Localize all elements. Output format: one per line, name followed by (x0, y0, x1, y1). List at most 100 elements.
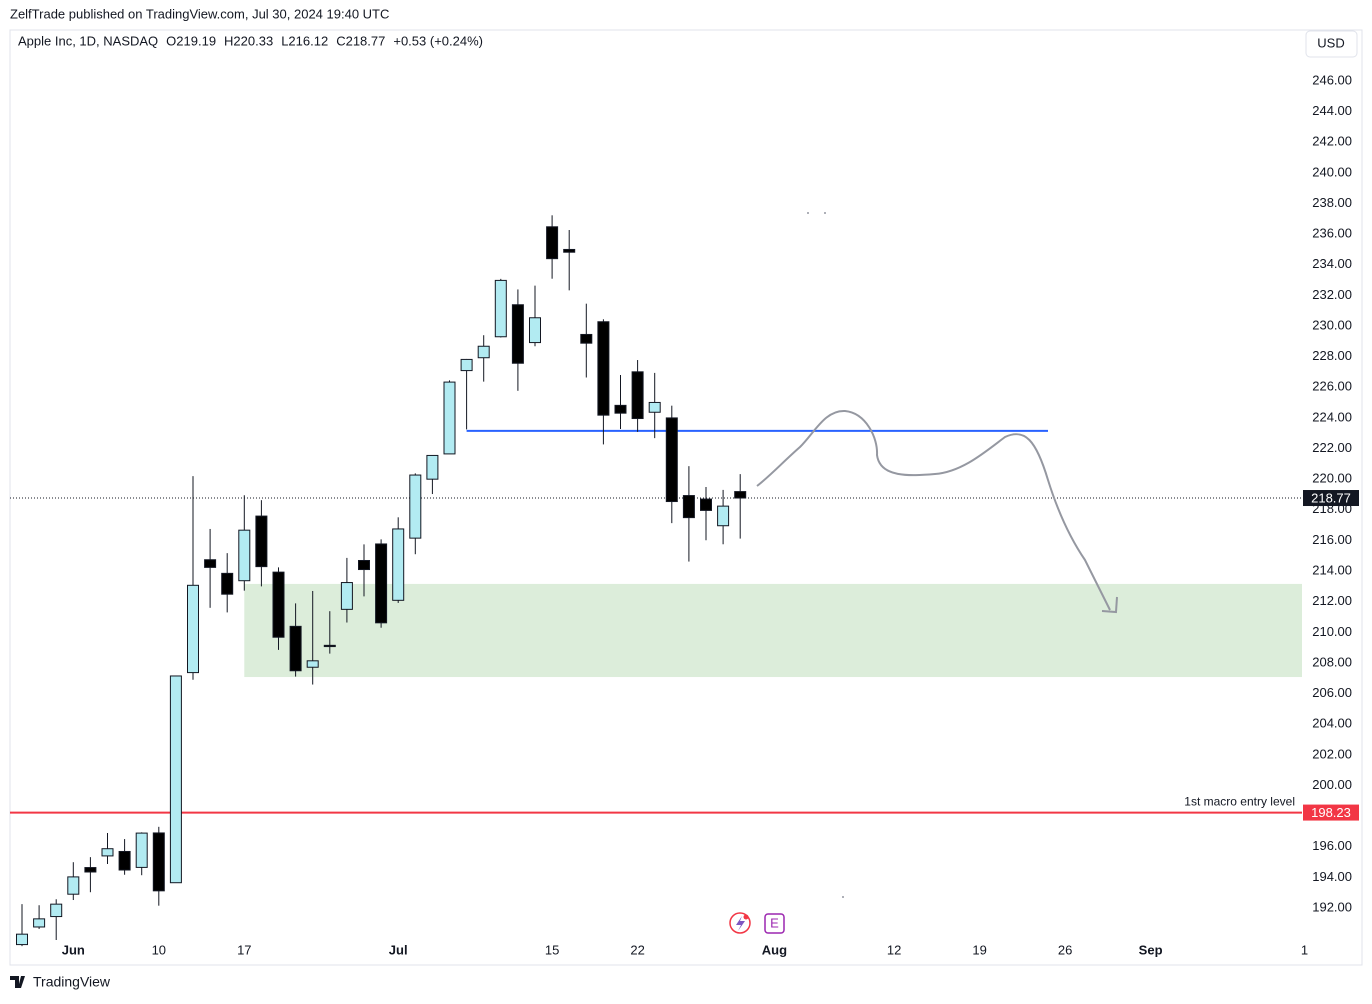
plot: 1st macro entry level 198.23 192.00 194.00 1… (10, 72, 1359, 957)
y-tick-label: 222.00 (1312, 440, 1352, 455)
candle-body (33, 918, 46, 928)
x-tick-label: 22 (630, 942, 644, 957)
candle-body (648, 401, 661, 413)
ohlc-value: L216.12 (281, 33, 328, 48)
candle-body (717, 505, 730, 527)
candle-body (494, 279, 507, 338)
ohlc-value: +0.53 (+0.24%) (393, 33, 483, 48)
candle-body (118, 850, 131, 871)
candle-body (597, 321, 610, 416)
candle-body (460, 358, 473, 372)
x-tick-label: 19 (972, 942, 986, 957)
x-tick-label: Aug (762, 942, 787, 957)
forecast-arrowhead (1101, 596, 1118, 614)
x-tick-label: 17 (237, 942, 251, 957)
ohlc-value: H220.33 (224, 33, 273, 48)
candle-body (84, 867, 97, 873)
level-price-box (1303, 804, 1359, 821)
y-tick-label: 224.00 (1312, 409, 1352, 424)
y-tick-label: 206.00 (1312, 685, 1352, 700)
y-tick-label: 230.00 (1312, 317, 1352, 332)
candle-body (289, 625, 302, 672)
events-icon[interactable] (764, 913, 785, 934)
y-tick-label: 244.00 (1312, 103, 1352, 118)
y-tick-label: 204.00 (1312, 716, 1352, 731)
y-tick-label: 212.00 (1312, 593, 1352, 608)
y-tick-label: 236.00 (1312, 226, 1352, 241)
candle-body (392, 528, 405, 601)
x-tick-label: Jul (389, 942, 408, 957)
x-tick-label: 15 (545, 942, 559, 957)
candle-body (631, 371, 644, 420)
y-tick-label: 192.00 (1312, 899, 1352, 914)
candle-body (255, 515, 268, 568)
candle-body (477, 345, 490, 359)
level-price: 198.23 (1311, 805, 1351, 820)
y-tick-label: 214.00 (1312, 563, 1352, 578)
candle-body (614, 404, 627, 414)
candle-body (665, 417, 678, 503)
icon-dot (743, 914, 749, 920)
y-tick-label: 238.00 (1312, 195, 1352, 210)
y-tick-label: 246.00 (1312, 72, 1352, 87)
candle-body (511, 304, 524, 364)
y-tick-label: 226.00 (1312, 379, 1352, 394)
candle-body (16, 933, 28, 946)
symbol-header: Apple Inc, 1D, NASDAQ O219.19 H220.33 L216… (18, 33, 483, 48)
candle-body (187, 584, 199, 674)
y-tick-label: 202.00 (1312, 746, 1352, 761)
candle-body (306, 660, 319, 668)
brand: TradingView (33, 974, 111, 990)
candle-body (426, 454, 439, 480)
y-tick-label: 194.00 (1312, 869, 1352, 884)
candle-body (101, 848, 114, 857)
candle-body (529, 317, 541, 344)
candle-body (221, 572, 234, 595)
y-tick-label: 216.00 (1312, 532, 1352, 547)
published-line: ZelfTrade published on TradingView.com, … (10, 6, 389, 21)
y-tick-label: 234.00 (1312, 256, 1352, 271)
y-tick-label: 210.00 (1312, 624, 1352, 639)
ohlc-value: C218.77 (336, 33, 385, 48)
y-tick-label: 200.00 (1312, 777, 1352, 792)
candle-body (323, 644, 336, 648)
symbol: Apple Inc, 1D, NASDAQ (18, 33, 158, 48)
currency-button[interactable] (1305, 30, 1358, 58)
candle-body (375, 543, 388, 624)
y-tick-label: 220.00 (1312, 471, 1352, 486)
events-letter: E (770, 915, 779, 930)
y-tick-label: 228.00 (1312, 348, 1352, 363)
candle-body (443, 381, 456, 455)
ohlc-value: O219.19 (166, 33, 216, 48)
x-tick-label: 12 (887, 942, 901, 957)
y-tick-label: 196.00 (1312, 838, 1352, 853)
candle-body (340, 582, 353, 610)
candle-body (50, 903, 63, 918)
x-tick-label: Jun (62, 942, 85, 957)
candle-body (152, 832, 165, 892)
currency[interactable]: USD (1317, 35, 1344, 50)
stray-dot (824, 212, 826, 214)
candle-body (546, 226, 559, 260)
last-price-label: 218.77 (1311, 490, 1351, 505)
candle-body (135, 832, 148, 868)
candle-body (734, 491, 747, 499)
candle-body (358, 559, 370, 571)
candle-body (563, 248, 576, 253)
brand-logo (10, 976, 25, 988)
candle-body (580, 333, 593, 344)
candle-body (238, 529, 251, 582)
stray-dot (842, 896, 844, 898)
x-tick-label: 10 (152, 942, 166, 957)
stray-dot (807, 212, 809, 214)
y-tick-label: 242.00 (1312, 134, 1352, 149)
x-tick-label: 1 (1301, 942, 1308, 957)
y-tick-label: 208.00 (1312, 654, 1352, 669)
forecast-drawing (756, 409, 1111, 611)
last-price-box (1303, 490, 1359, 507)
candle-body (272, 571, 285, 638)
y-tick-label: 240.00 (1312, 164, 1352, 179)
x-tick-label: 26 (1058, 942, 1072, 957)
lightning (736, 916, 745, 931)
candle-body (409, 474, 422, 539)
